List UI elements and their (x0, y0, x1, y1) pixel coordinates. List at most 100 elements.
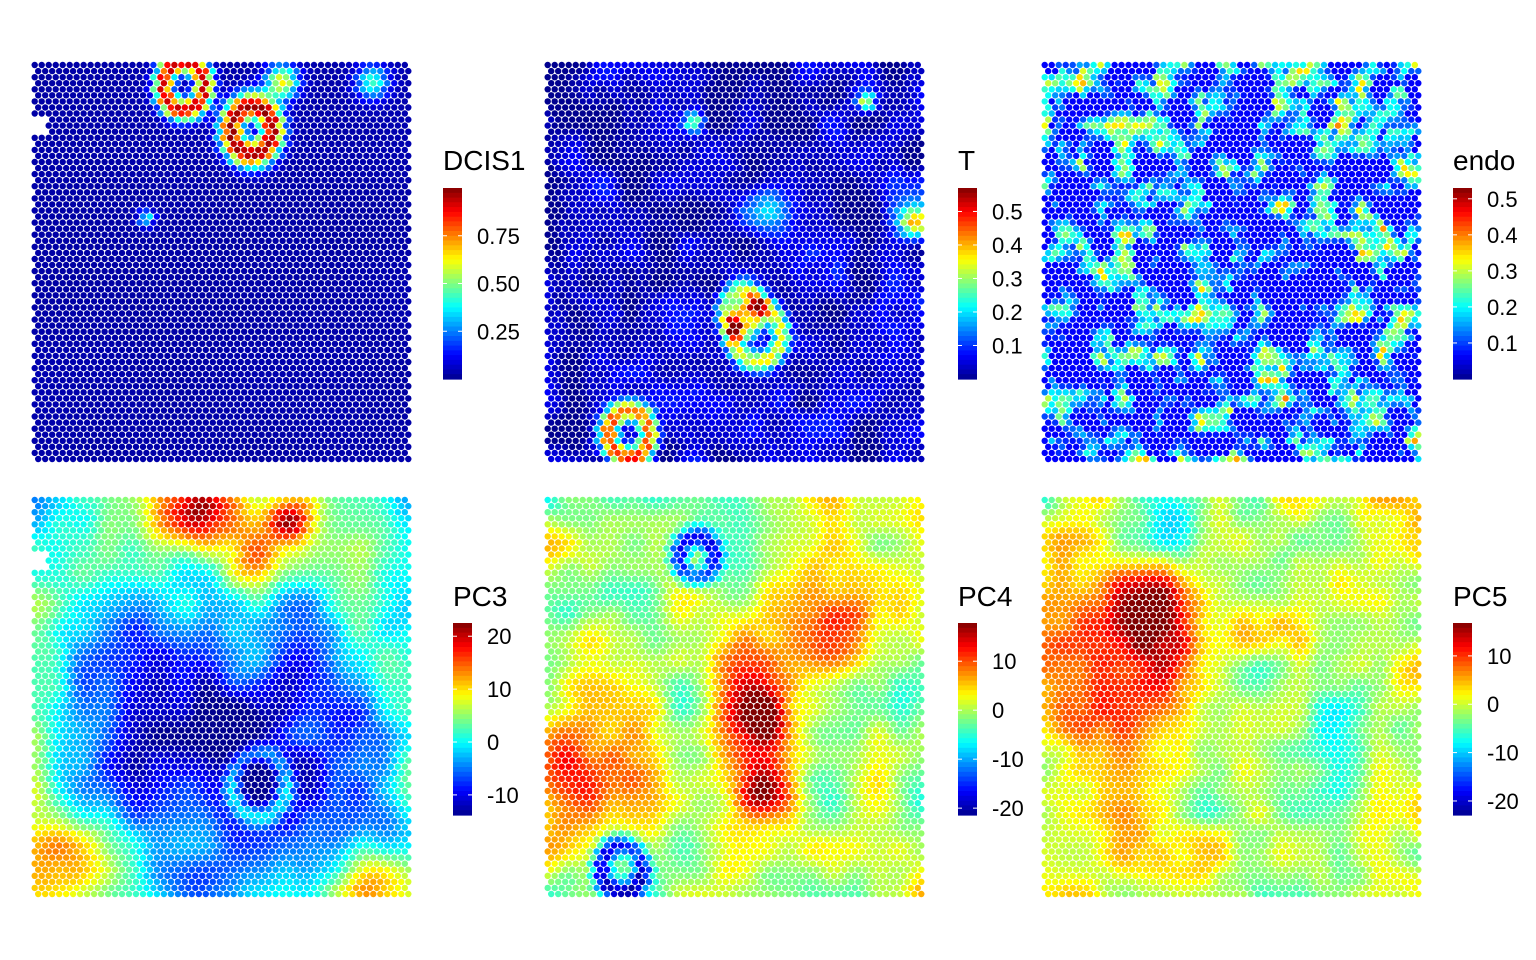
spot (603, 177, 611, 184)
spot (638, 177, 646, 184)
spot (234, 280, 241, 287)
spot (160, 383, 168, 390)
spot (49, 128, 56, 135)
spot (160, 104, 168, 111)
spot (548, 189, 555, 196)
spot (248, 183, 255, 190)
spot (209, 407, 216, 414)
spot (883, 177, 890, 184)
spot (216, 67, 223, 75)
spot (80, 401, 87, 408)
spot (631, 152, 639, 160)
spot (181, 92, 188, 99)
spot (220, 170, 227, 178)
spot (684, 122, 691, 129)
spot (740, 110, 747, 117)
spot (792, 189, 799, 196)
spot (35, 455, 42, 463)
spot (227, 243, 234, 250)
spot (778, 116, 785, 123)
colorbar-segment (443, 293, 462, 299)
spot (677, 61, 684, 69)
spot (757, 80, 764, 87)
spot (258, 298, 265, 305)
spot (289, 267, 297, 275)
spot (802, 183, 810, 190)
spot (94, 219, 101, 226)
spot (174, 334, 182, 341)
spot (862, 92, 869, 99)
spot (331, 304, 339, 311)
spot (52, 389, 59, 396)
spot (59, 195, 66, 202)
spot (223, 92, 230, 99)
spot (220, 437, 227, 444)
spot (129, 364, 136, 372)
spot (230, 261, 237, 269)
spot (687, 213, 695, 220)
spot (642, 170, 649, 178)
spot (795, 74, 803, 81)
spot (94, 377, 101, 384)
spot (778, 140, 785, 147)
spot (865, 170, 873, 178)
spot (593, 183, 600, 190)
spot (296, 110, 304, 117)
spot (87, 292, 94, 299)
spot (558, 134, 565, 141)
spot (328, 225, 335, 232)
spot (771, 128, 778, 135)
spot (844, 158, 852, 166)
spot (94, 340, 101, 347)
spot (251, 140, 258, 147)
spot (726, 170, 733, 178)
spot (139, 213, 147, 220)
spot (234, 377, 241, 384)
spot (328, 455, 335, 463)
spot (199, 401, 206, 408)
spot (377, 358, 384, 366)
spot (600, 195, 607, 202)
spot (35, 213, 42, 220)
spot (300, 92, 307, 99)
spot (331, 98, 339, 105)
spot (59, 389, 66, 396)
spot (129, 207, 136, 214)
spot (642, 195, 649, 202)
spot (331, 352, 339, 360)
spot (338, 98, 346, 105)
spot (740, 207, 747, 214)
spot (656, 110, 663, 117)
spot (90, 249, 98, 257)
spot (768, 207, 775, 214)
spot (799, 140, 806, 147)
spot (652, 177, 660, 184)
spot (150, 110, 157, 117)
spot (202, 322, 209, 329)
spot (321, 201, 328, 208)
spot (132, 201, 140, 208)
spot (129, 377, 136, 384)
spot (234, 195, 241, 202)
spot (823, 170, 831, 178)
spot (234, 183, 241, 190)
spot (255, 389, 262, 396)
spot (837, 61, 845, 69)
spot (268, 98, 276, 105)
spot (387, 437, 394, 444)
spot (642, 98, 649, 105)
spot (111, 395, 119, 402)
spot (795, 183, 803, 190)
spot (359, 146, 367, 154)
spot (656, 183, 663, 190)
spot (104, 80, 112, 87)
spot (188, 383, 195, 390)
spot (384, 358, 391, 366)
spot (740, 122, 747, 129)
spot (125, 358, 133, 366)
spot (255, 243, 262, 250)
spot (558, 61, 565, 69)
spot (356, 358, 363, 366)
spot (139, 274, 147, 281)
spot (234, 231, 241, 238)
